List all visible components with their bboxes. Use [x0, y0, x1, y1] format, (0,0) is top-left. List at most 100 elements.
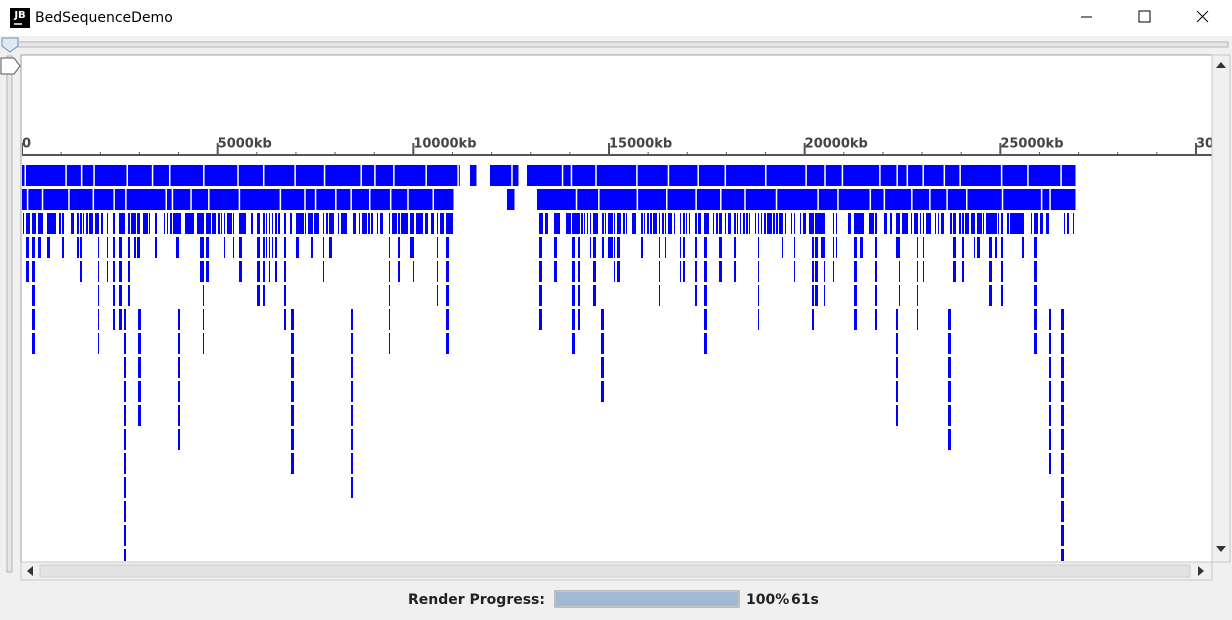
feature	[266, 213, 267, 234]
feature	[578, 285, 580, 306]
feature	[389, 309, 390, 330]
feature	[413, 213, 414, 234]
feature	[449, 213, 452, 234]
zoom-slider-thumb[interactable]	[1, 37, 19, 53]
feature	[419, 213, 422, 234]
feature	[153, 165, 169, 186]
feature	[644, 213, 645, 234]
feature	[1019, 213, 1022, 234]
feature	[824, 261, 825, 282]
ruler: 0 5000kb 10000kb 15000kb 20000kb 25000kb 30000…	[22, 137, 1212, 156]
feature	[351, 453, 353, 474]
feature	[263, 261, 265, 282]
vertical-scrollbar[interactable]	[1211, 54, 1231, 563]
feature	[815, 261, 818, 282]
feature	[899, 261, 900, 282]
feature	[620, 213, 621, 234]
feature	[124, 309, 126, 330]
feature	[353, 213, 356, 234]
feature	[812, 213, 814, 234]
feature	[278, 213, 280, 234]
feature	[32, 285, 35, 306]
feature	[836, 213, 837, 234]
feature	[206, 237, 209, 258]
tick-label: 20000kb	[805, 137, 868, 152]
feature	[398, 261, 400, 282]
vertical-slider-track[interactable]	[6, 55, 13, 573]
feature	[1001, 285, 1003, 306]
feature	[843, 165, 880, 186]
feature	[890, 213, 892, 234]
feature	[389, 213, 390, 234]
feature	[351, 309, 353, 330]
feature	[911, 213, 912, 234]
feature	[361, 165, 375, 186]
feature	[1022, 213, 1024, 234]
feature	[326, 213, 328, 234]
feature	[899, 285, 900, 306]
feature	[92, 213, 93, 234]
feature	[758, 309, 759, 330]
feature	[305, 189, 315, 210]
feature	[291, 405, 294, 426]
feature	[1061, 165, 1076, 186]
feature	[947, 189, 966, 210]
feature	[770, 213, 772, 234]
feature	[968, 213, 969, 234]
progress-label: Render Progress:	[408, 592, 545, 608]
feature	[233, 213, 234, 234]
scroll-up-arrow[interactable]	[1216, 62, 1226, 68]
scroll-right-arrow[interactable]	[1198, 566, 1204, 576]
feature	[1049, 429, 1051, 450]
feature	[290, 213, 292, 234]
feature	[32, 237, 35, 258]
feature	[176, 213, 179, 234]
feature	[221, 213, 222, 234]
feature	[1031, 213, 1032, 234]
feature	[101, 213, 103, 234]
feature	[359, 213, 360, 234]
feature	[128, 213, 130, 234]
feature	[875, 309, 877, 330]
feature	[899, 213, 900, 234]
feature	[854, 309, 857, 330]
feature	[266, 237, 267, 258]
feature	[695, 213, 697, 234]
feature	[833, 261, 834, 282]
feature	[437, 237, 438, 258]
feature	[490, 165, 512, 186]
zoom-slider-track[interactable]	[9, 41, 1229, 48]
feature	[647, 213, 649, 234]
feature	[98, 285, 99, 306]
vertical-slider-thumb[interactable]	[0, 57, 21, 75]
feature	[344, 213, 347, 234]
feature	[572, 285, 575, 306]
close-button[interactable]	[1196, 10, 1209, 23]
feature	[178, 333, 180, 354]
feature	[113, 261, 115, 282]
feature	[577, 189, 599, 210]
feature	[875, 237, 877, 258]
feature	[94, 189, 114, 210]
scroll-down-arrow[interactable]	[1216, 546, 1226, 552]
feature	[626, 213, 627, 234]
feature	[1061, 453, 1064, 474]
feature	[264, 165, 295, 186]
feature	[758, 213, 759, 234]
maximize-button[interactable]	[1138, 10, 1151, 23]
feature	[1061, 333, 1064, 354]
feature	[239, 261, 242, 282]
feature	[719, 237, 722, 258]
feature	[351, 429, 353, 450]
horizontal-scroll-thumb[interactable]	[39, 564, 1191, 578]
feature	[899, 237, 900, 258]
feature	[124, 333, 126, 354]
feature	[912, 189, 930, 210]
feature	[203, 285, 204, 306]
scroll-left-arrow[interactable]	[27, 566, 33, 576]
feature	[539, 261, 542, 282]
feature	[917, 213, 918, 234]
feature	[233, 237, 234, 258]
feature	[896, 357, 898, 378]
feature	[446, 333, 449, 354]
